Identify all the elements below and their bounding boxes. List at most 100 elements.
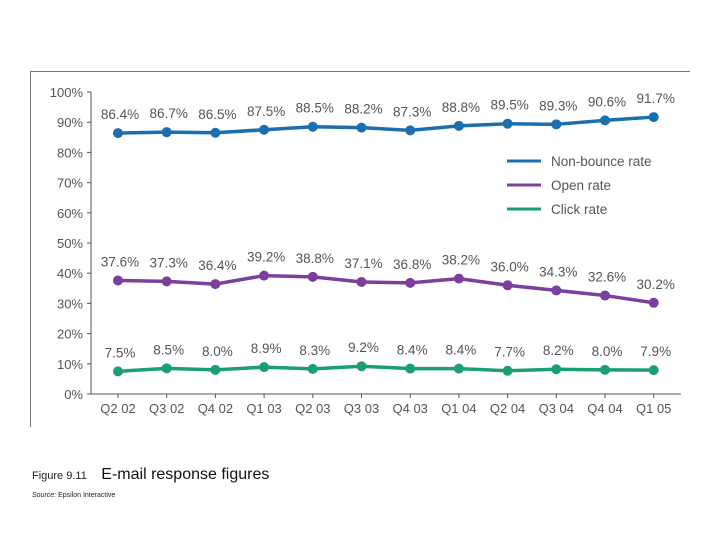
data-point [259,270,270,281]
data-label: 91.7% [637,91,675,106]
data-point [648,112,659,123]
data-label: 36.0% [490,259,528,274]
data-point [259,362,270,373]
data-label: 38.8% [296,251,334,266]
data-label: 88.5% [296,101,334,116]
data-point [600,290,610,301]
data-point [307,271,318,282]
data-point [502,118,513,129]
data-label: 8.0% [592,344,623,359]
data-point [453,120,464,131]
data-point [356,276,367,287]
data-point [113,275,123,286]
series-line [117,273,654,305]
source-label: Source: [32,492,57,499]
data-label: 7.7% [494,345,525,360]
data-label: 88.8% [442,100,480,115]
data-point [259,124,270,135]
data-label: 8.5% [153,342,184,357]
data-point [502,280,513,291]
data-point [405,363,416,374]
data-label: 86.5% [198,107,236,122]
data-label: 37.3% [150,255,188,270]
x-tick-label: Q2 02 [100,401,135,416]
data-point [502,365,513,376]
x-tick-label: Q1 03 [246,401,281,416]
data-label: 8.4% [446,343,477,358]
data-point [161,363,172,374]
data-label: 89.3% [539,98,577,113]
data-point [161,276,172,287]
y-tick-label: 0% [64,387,83,402]
data-label: 34.3% [539,264,577,279]
data-point [551,285,562,296]
data-label: 86.7% [150,106,188,121]
data-label: 89.5% [490,98,528,113]
data-label: 8.3% [299,343,330,358]
source-text: Epsilon Interactive [58,492,116,499]
data-label: 9.2% [348,340,379,355]
legend-label: Open rate [551,178,611,193]
y-tick-label: 10% [57,357,83,372]
series-line [117,115,654,135]
x-tick-label: Q3 02 [149,401,184,416]
data-label: 8.4% [397,343,428,358]
data-point [405,277,416,288]
y-tick-label: 20% [57,327,83,342]
x-tick-label: Q4 03 [392,401,427,416]
x-tick-label: Q3 04 [539,401,574,416]
data-point [600,115,610,126]
data-label: 7.9% [640,344,671,359]
data-point [210,364,221,375]
x-tick-label: Q4 02 [198,401,233,416]
data-label: 88.2% [344,102,382,117]
data-label: 8.9% [251,341,282,356]
data-point [453,363,464,374]
data-label: 87.3% [393,104,431,119]
data-label: 39.2% [247,250,285,265]
data-label: 37.1% [344,256,382,271]
data-point [307,121,318,132]
data-label: 86.4% [101,107,139,122]
x-tick-label: Q2 03 [295,401,330,416]
data-point [453,273,464,284]
y-tick-label: 90% [57,115,83,130]
data-point [551,119,562,130]
data-point [648,365,659,376]
data-label: 7.5% [105,345,136,360]
data-label: 38.2% [442,253,480,268]
y-tick-label: 40% [57,266,83,281]
data-point [113,366,123,377]
data-label: 8.2% [543,343,574,358]
data-point [600,364,610,375]
data-point [210,127,221,138]
x-tick-label: Q2 04 [490,401,525,416]
data-point [210,279,221,290]
y-tick-label: 70% [57,176,83,191]
figure-title: E-mail response figures [101,466,270,483]
line-chart: 0% 10% 20% 30% 40% 50% 60% 70% 80% 90% 100% Q2 02 Q3… [50,85,681,416]
data-point [356,122,367,133]
y-tick-label: 30% [57,296,83,311]
legend-label: Click rate [551,202,607,217]
data-point [161,127,172,138]
data-point [648,297,659,308]
data-point [356,361,367,372]
data-label: 30.2% [637,277,675,292]
data-point [551,364,562,375]
x-tick-label: Q1 04 [441,401,476,416]
data-label: 37.6% [101,254,139,269]
y-tick-label: 60% [57,206,83,221]
figure-number: Figure 9.11 [32,470,87,482]
data-point [405,125,416,136]
x-tick-label: Q1 05 [636,401,671,416]
data-point [113,128,123,139]
y-tick-label: 80% [57,145,83,160]
series-line [117,364,654,374]
figure-source: Source: Epsilon Interactive [32,492,115,499]
data-label: 36.4% [198,258,236,273]
legend-label: Non-bounce rate [551,154,652,169]
data-label: 32.6% [588,270,626,285]
x-tick-label: Q3 03 [344,401,379,416]
data-label: 8.0% [202,344,233,359]
